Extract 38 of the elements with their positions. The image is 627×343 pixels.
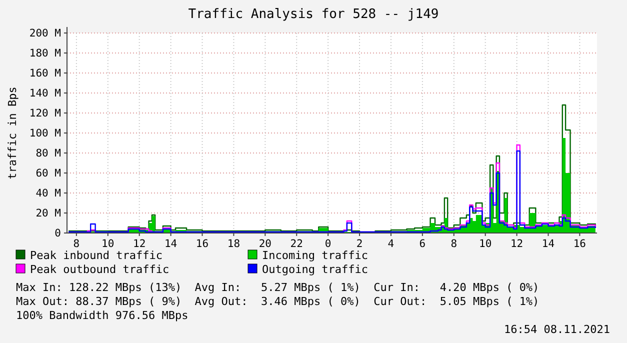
- x-tick-label: 12: [510, 238, 524, 250]
- y-tick-label: 160 M: [29, 68, 61, 80]
- y-tick-label: 80 M: [36, 148, 61, 160]
- y-tick-label: 120 M: [29, 108, 61, 120]
- x-tick-label: 14: [164, 238, 178, 250]
- y-tick-label: 40 M: [36, 188, 61, 200]
- x-tick-label: 18: [227, 238, 240, 250]
- x-tick-label: 16: [196, 238, 209, 250]
- y-tick-label: 200 M: [29, 28, 61, 40]
- x-tick-label: 8: [73, 238, 80, 250]
- x-tick-label: 4: [388, 238, 394, 250]
- x-tick-label: 2: [356, 238, 363, 250]
- x-tick-label: 20: [258, 238, 272, 250]
- text: 100% Bandwidth 976.56 MBps: [16, 309, 188, 322]
- x-tick-label: 12: [133, 238, 146, 250]
- x-tick-label: 10: [102, 238, 114, 250]
- y-axis-title: traffic in Bps: [6, 86, 19, 180]
- legend-label: Peak outbound traffic: [30, 263, 170, 276]
- x-tick-label: 16: [573, 238, 586, 250]
- x-tick-label: 22: [290, 238, 303, 250]
- x-tick-label: 6: [419, 238, 426, 250]
- chart-title: Traffic Analysis for 528 -- j149: [188, 7, 439, 22]
- y-tick-label: 180 M: [29, 48, 61, 60]
- legend-label: Incoming traffic: [262, 249, 368, 262]
- y-tick-label: 100 M: [29, 128, 61, 140]
- legend-label: Outgoing traffic: [262, 263, 368, 276]
- x-tick-label: 0: [324, 238, 332, 250]
- legend-label: Peak inbound traffic: [30, 249, 162, 262]
- y-tick-label: 0: [54, 228, 61, 240]
- x-tick-label: 14: [542, 238, 555, 250]
- x-tick-label: 10: [479, 238, 492, 250]
- text: 16:54 08.11.2021: [504, 323, 610, 336]
- y-tick-label: 60 M: [36, 168, 61, 180]
- y-tick-label: 20 M: [36, 208, 61, 220]
- text: Max In: 128.22 MBps (13%) Avg In: 5.27 MBps ( 1%) Cur In: 4.20 MBps ( 0%): [16, 281, 540, 294]
- text: Max Out: 88.37 MBps ( 9%) Avg Out: 3.46 MBps ( 0%) Cur Out: 5.05 MBps ( 1%): [16, 295, 540, 308]
- y-tick-label: 140 M: [29, 88, 61, 100]
- x-tick-label: 8: [450, 238, 458, 250]
